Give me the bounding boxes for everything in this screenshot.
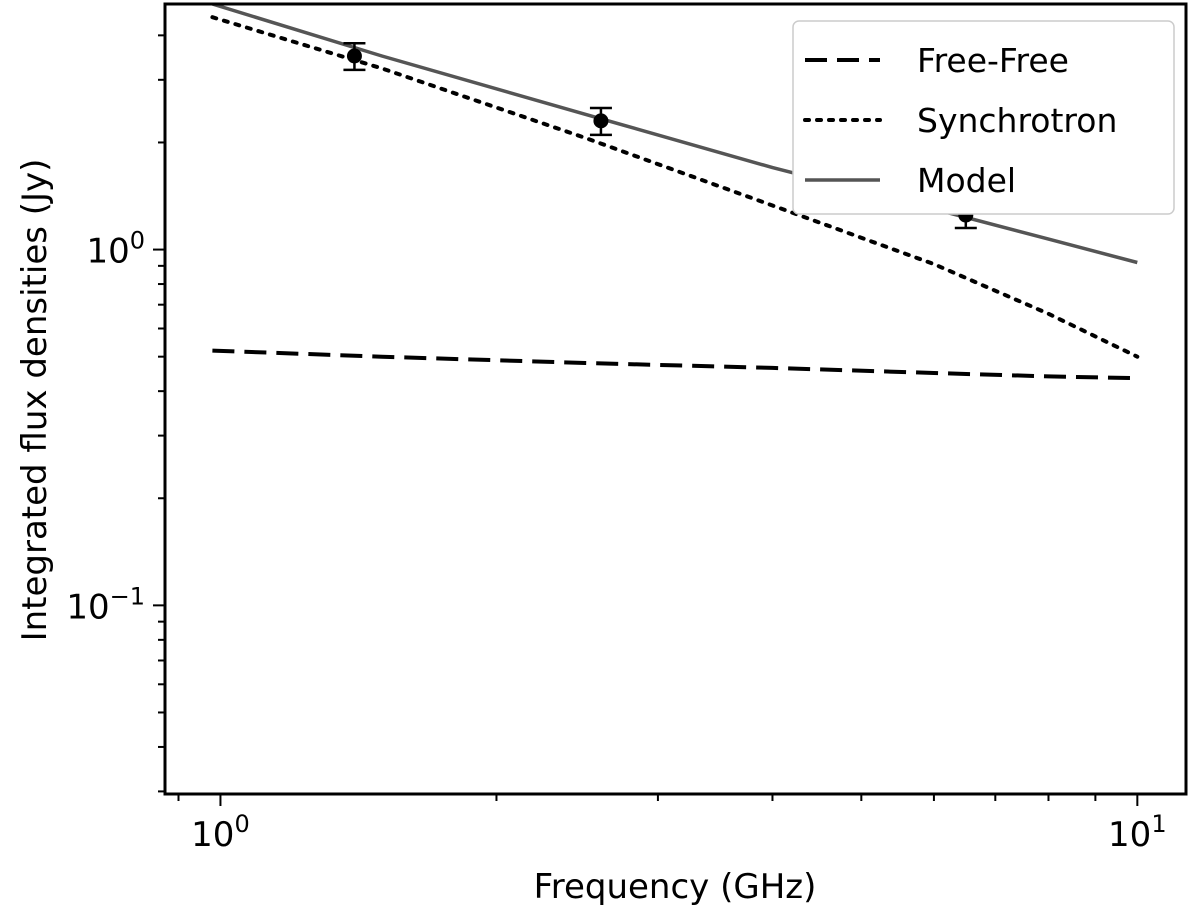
y-tick-label: 100 bbox=[86, 227, 145, 272]
data-point bbox=[589, 106, 612, 137]
plot-frame bbox=[163, 2, 1188, 796]
y-axis-label: Integrated flux densities (Jy) bbox=[15, 159, 55, 642]
series-layer bbox=[210, 4, 1140, 381]
x-tick-label: 101 bbox=[1108, 810, 1167, 855]
x-tick-label: 100 bbox=[191, 810, 250, 855]
y-axis-ticks: 100 10−1 bbox=[66, 34, 165, 793]
legend-label: Model bbox=[917, 161, 1016, 200]
data-marker bbox=[593, 113, 609, 129]
legend-box bbox=[792, 20, 1175, 215]
legend: Free-Free Synchrotron Model bbox=[792, 20, 1175, 215]
legend-label: Free-Free bbox=[917, 41, 1069, 80]
data-marker bbox=[346, 48, 362, 64]
y-tick-label: 10−1 bbox=[66, 582, 145, 627]
x-axis-label: Frequency (GHz) bbox=[534, 867, 817, 907]
series-free-free-line bbox=[212, 348, 1138, 381]
x-axis-ticks: 100 101 bbox=[177, 794, 1167, 855]
data-point bbox=[343, 42, 366, 72]
series-model-line bbox=[211, 4, 1138, 265]
series-synchrotron-line bbox=[210, 15, 1140, 359]
legend-label: Synchrotron bbox=[917, 101, 1117, 140]
